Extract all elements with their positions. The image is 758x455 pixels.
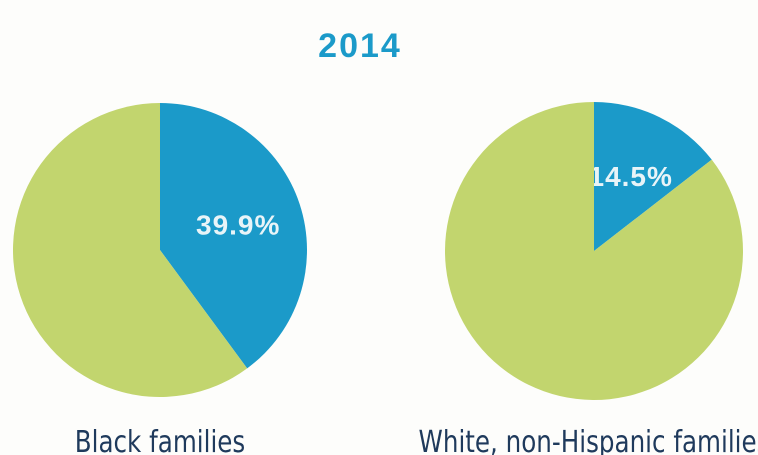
chart-title: 2014 xyxy=(318,27,402,65)
slice-label: 39.9% xyxy=(196,209,280,240)
pie-caption: Black families xyxy=(75,426,245,455)
pie-slice xyxy=(594,102,712,251)
pie-slice xyxy=(12,103,248,397)
pie-slice xyxy=(444,102,744,400)
pie-slice xyxy=(160,103,307,369)
pie-caption: White, non-Hispanic families xyxy=(419,426,758,455)
slice-label: 14.5% xyxy=(589,161,673,192)
